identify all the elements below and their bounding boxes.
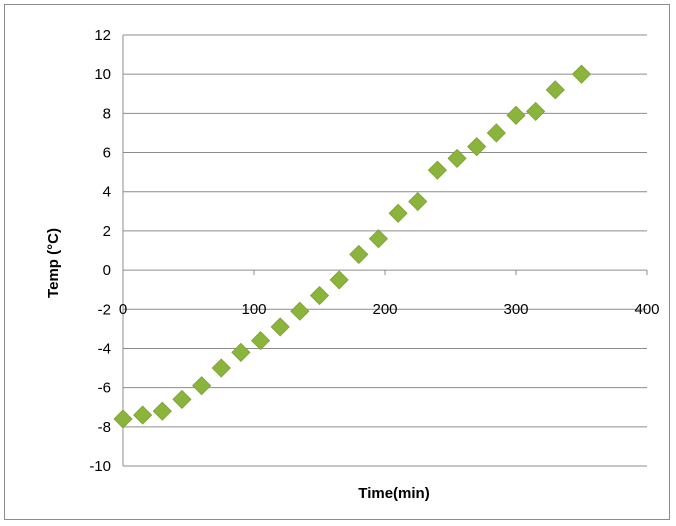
data-point: [427, 160, 447, 180]
data-point: [526, 101, 546, 121]
data-point: [486, 123, 506, 143]
data-point: [250, 331, 271, 351]
x-axis-ticks: 0 100 200 300 400: [119, 270, 660, 318]
y-tick-label: 12: [94, 27, 111, 44]
y-axis-title: Temp (°C): [45, 228, 62, 298]
x-tick-label: 300: [503, 301, 528, 318]
scatter-chart: -10 -8 -6 -4 -2 0 2 4 6 8 10 12 0 100 200 300 400 Time(…: [45, 27, 660, 502]
x-tick-label: 200: [372, 301, 397, 318]
data-point: [545, 80, 565, 100]
gridlines: [122, 34, 647, 467]
data-point: [329, 270, 349, 290]
y-tick-label: -8: [98, 419, 111, 436]
data-point: [172, 389, 192, 409]
data-point: [152, 401, 172, 421]
x-axis-title: Time(min): [358, 485, 429, 502]
data-point: [113, 409, 133, 429]
data-point: [133, 405, 153, 425]
y-tick-label: -10: [89, 458, 111, 475]
x-tick-label: 100: [241, 301, 266, 318]
x-tick-label: 400: [634, 301, 659, 318]
y-tick-label: 4: [103, 184, 111, 201]
data-point: [388, 203, 408, 223]
y-tick-label: 10: [94, 66, 111, 83]
data-point: [211, 358, 231, 378]
data-point: [467, 137, 487, 157]
y-tick-label: 2: [103, 223, 111, 240]
y-tick-label: 0: [103, 262, 111, 279]
data-point: [231, 342, 251, 362]
data-point: [192, 376, 212, 396]
y-tick-label: 8: [103, 105, 111, 122]
data-point: [447, 148, 467, 168]
data-point: [408, 191, 428, 212]
chart-area: -10 -8 -6 -4 -2 0 2 4 6 8 10 12 0 100 200 300 400 Time(…: [4, 4, 670, 520]
y-tick-label: -2: [98, 301, 111, 318]
y-tick-label: -4: [98, 340, 111, 357]
data-point: [270, 317, 290, 337]
data-point: [506, 105, 526, 125]
y-axis-ticks: -10 -8 -6 -4 -2 0 2 4 6 8 10 12: [89, 27, 111, 475]
data-point: [368, 229, 389, 249]
data-points: [113, 64, 592, 429]
x-tick-label: 0: [119, 301, 127, 318]
y-tick-label: 6: [103, 145, 111, 162]
data-point: [571, 64, 592, 84]
data-point: [349, 244, 369, 264]
data-point: [290, 301, 310, 321]
data-point: [309, 285, 330, 306]
y-tick-label: -6: [98, 380, 111, 397]
